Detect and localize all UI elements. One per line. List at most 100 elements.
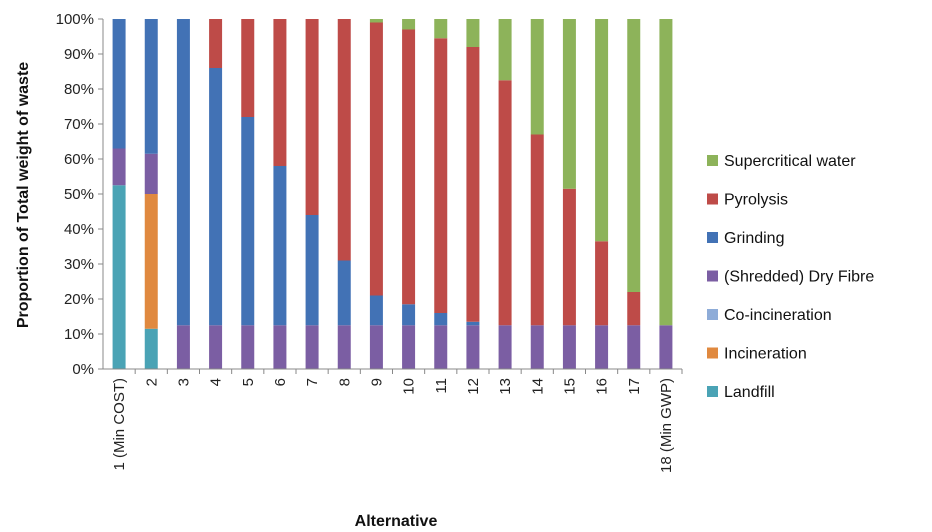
- bar-segment: [466, 325, 480, 369]
- bar-segment: [144, 194, 158, 329]
- legend-label: Supercritical water: [724, 153, 856, 170]
- bar-segment: [241, 325, 255, 369]
- bar-segment: [209, 68, 223, 326]
- bar-segment: [627, 325, 641, 369]
- bar-segment: [241, 117, 255, 326]
- y-tick-label: 90%: [64, 46, 94, 63]
- bar-segment: [627, 19, 641, 292]
- legend-label: (Shredded) Dry Fibre: [724, 269, 874, 286]
- bar-segment: [498, 19, 512, 81]
- bar-segment: [530, 19, 544, 135]
- bar-segment: [144, 328, 158, 369]
- y-tick-label: 20%: [64, 291, 94, 308]
- bar-segment: [402, 29, 416, 305]
- x-tick-label: 15: [561, 378, 578, 395]
- x-tick-label: 16: [594, 378, 611, 395]
- x-tick-label: 12: [465, 378, 482, 395]
- bar-segment: [466, 47, 480, 322]
- bar-segment: [498, 80, 512, 326]
- bar-segment: [176, 19, 190, 326]
- legend-swatch: [707, 347, 718, 359]
- y-tick-label: 40%: [64, 221, 94, 238]
- x-tick-label: 7: [304, 378, 321, 386]
- bar-segment: [209, 325, 223, 369]
- bar-segment: [176, 325, 190, 369]
- y-tick-label: 10%: [64, 326, 94, 343]
- bar-segment: [337, 325, 351, 369]
- bar-segment: [627, 292, 641, 326]
- y-tick-label: 80%: [64, 81, 94, 98]
- y-tick-label: 0%: [72, 361, 94, 378]
- bar-segment: [305, 19, 319, 215]
- x-tick-label: 17: [626, 378, 643, 395]
- x-tick-label: 3: [175, 378, 192, 386]
- x-tick-label: 14: [529, 378, 546, 395]
- x-tick-label: 6: [272, 378, 289, 386]
- legend-label: Pyrolysis: [724, 192, 788, 209]
- bar-segment: [434, 325, 448, 369]
- y-tick-label: 70%: [64, 116, 94, 133]
- bar-segment: [659, 325, 673, 369]
- x-tick-label: 18 (Min GWP): [658, 378, 675, 473]
- legend-swatch: [707, 232, 718, 243]
- y-tick-label: 30%: [64, 256, 94, 273]
- x-tick-label: 1 (Min COST): [111, 378, 128, 471]
- x-tick-label: 2: [143, 378, 160, 386]
- bar-segment: [595, 19, 609, 242]
- legend-label: Grinding: [724, 230, 784, 247]
- bar-segment: [402, 325, 416, 369]
- bar-segment: [498, 325, 512, 369]
- bar-segment: [402, 304, 416, 326]
- bar-segment: [305, 325, 319, 369]
- bar-segment: [112, 19, 126, 149]
- bar-segment: [337, 19, 351, 261]
- axes: 0% 10% 20% 30% 40% 50% 60% 70% 80% 90% 100% 1 (Min …: [56, 11, 683, 473]
- x-tick-label: 8: [336, 378, 353, 386]
- bar-segment: [273, 19, 287, 166]
- bar-segment: [112, 185, 126, 369]
- bar-segment: [595, 241, 609, 326]
- bar-segment: [562, 188, 576, 326]
- x-tick-label: 10: [401, 378, 418, 395]
- bar-segment: [241, 19, 255, 117]
- legend-label: Landfill: [724, 384, 775, 401]
- bar-segment: [530, 325, 544, 369]
- bar-segment: [466, 19, 480, 47]
- bar-segment: [595, 325, 609, 369]
- bar-segment: [209, 19, 223, 68]
- legend-swatch: [707, 309, 718, 320]
- bar-segment: [562, 19, 576, 189]
- bar-segment: [434, 313, 448, 326]
- x-tick-label: 5: [240, 378, 257, 386]
- bar-segment: [562, 325, 576, 369]
- bar-segment: [434, 38, 448, 313]
- legend-swatch: [707, 155, 718, 166]
- bar-segment: [369, 19, 383, 23]
- bars: [112, 19, 673, 369]
- y-tick-label: 50%: [64, 186, 94, 203]
- bar-segment: [273, 325, 287, 369]
- bar-segment: [369, 295, 383, 326]
- bar-segment: [337, 260, 351, 326]
- bar-segment: [369, 325, 383, 369]
- legend-swatch: [707, 386, 718, 397]
- y-tick-label: 100%: [56, 11, 94, 28]
- bar-segment: [144, 19, 158, 154]
- bar-segment: [369, 22, 383, 296]
- y-tick-label: 60%: [64, 151, 94, 168]
- x-axis-title: Alternative: [355, 513, 438, 530]
- legend-swatch: [707, 193, 718, 205]
- bar-segment: [434, 19, 448, 39]
- legend-label: Co-incineration: [724, 307, 832, 324]
- bar-segment: [402, 19, 416, 30]
- legend-label: Incineration: [724, 346, 807, 363]
- x-tick-label: 13: [497, 378, 514, 395]
- x-tick-label: 9: [368, 378, 385, 386]
- bar-segment: [144, 153, 158, 194]
- bar-segment: [305, 215, 319, 326]
- bar-segment: [112, 148, 126, 186]
- bar-segment: [466, 321, 480, 326]
- bar-segment: [273, 166, 287, 326]
